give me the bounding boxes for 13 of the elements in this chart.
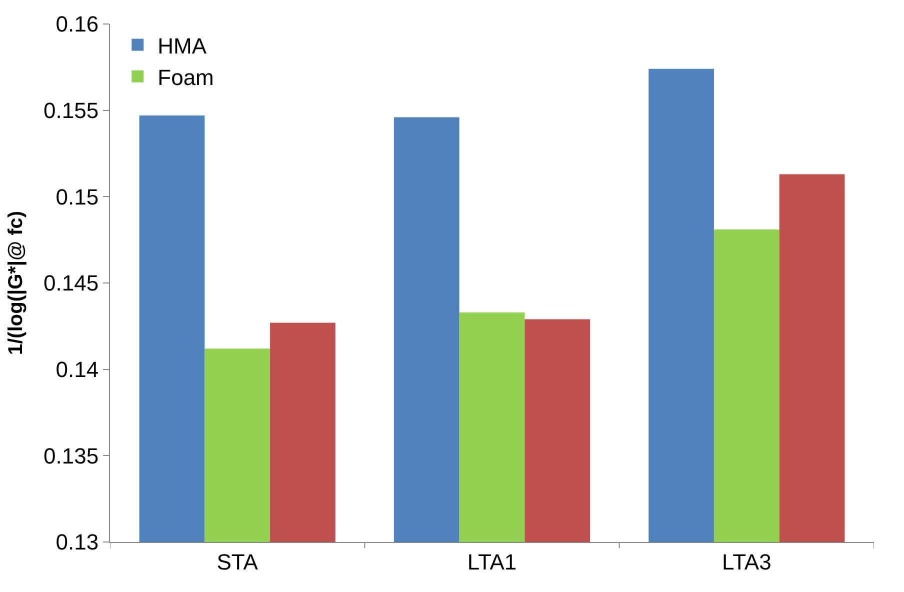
legend-label: HMA [158, 33, 207, 58]
y-tick-label: 0.145 [44, 270, 99, 296]
y-tick-label: 0.15 [56, 184, 99, 210]
y-tick-label: 0.155 [44, 98, 99, 124]
y-tick-label: 0.14 [56, 357, 99, 382]
x-tick-label: LTA3 [722, 549, 772, 574]
y-tick-label: 0.16 [56, 12, 99, 37]
y-axis-title: 1/(log(|G*|@ fc) [5, 210, 28, 356]
x-tick-label: STA [216, 549, 258, 574]
x-tick-label: LTA1 [467, 549, 517, 574]
y-tick-label: 0.135 [44, 443, 99, 468]
legend-label: Foam [158, 64, 214, 90]
y-tick-label: 0.13 [56, 530, 99, 555]
